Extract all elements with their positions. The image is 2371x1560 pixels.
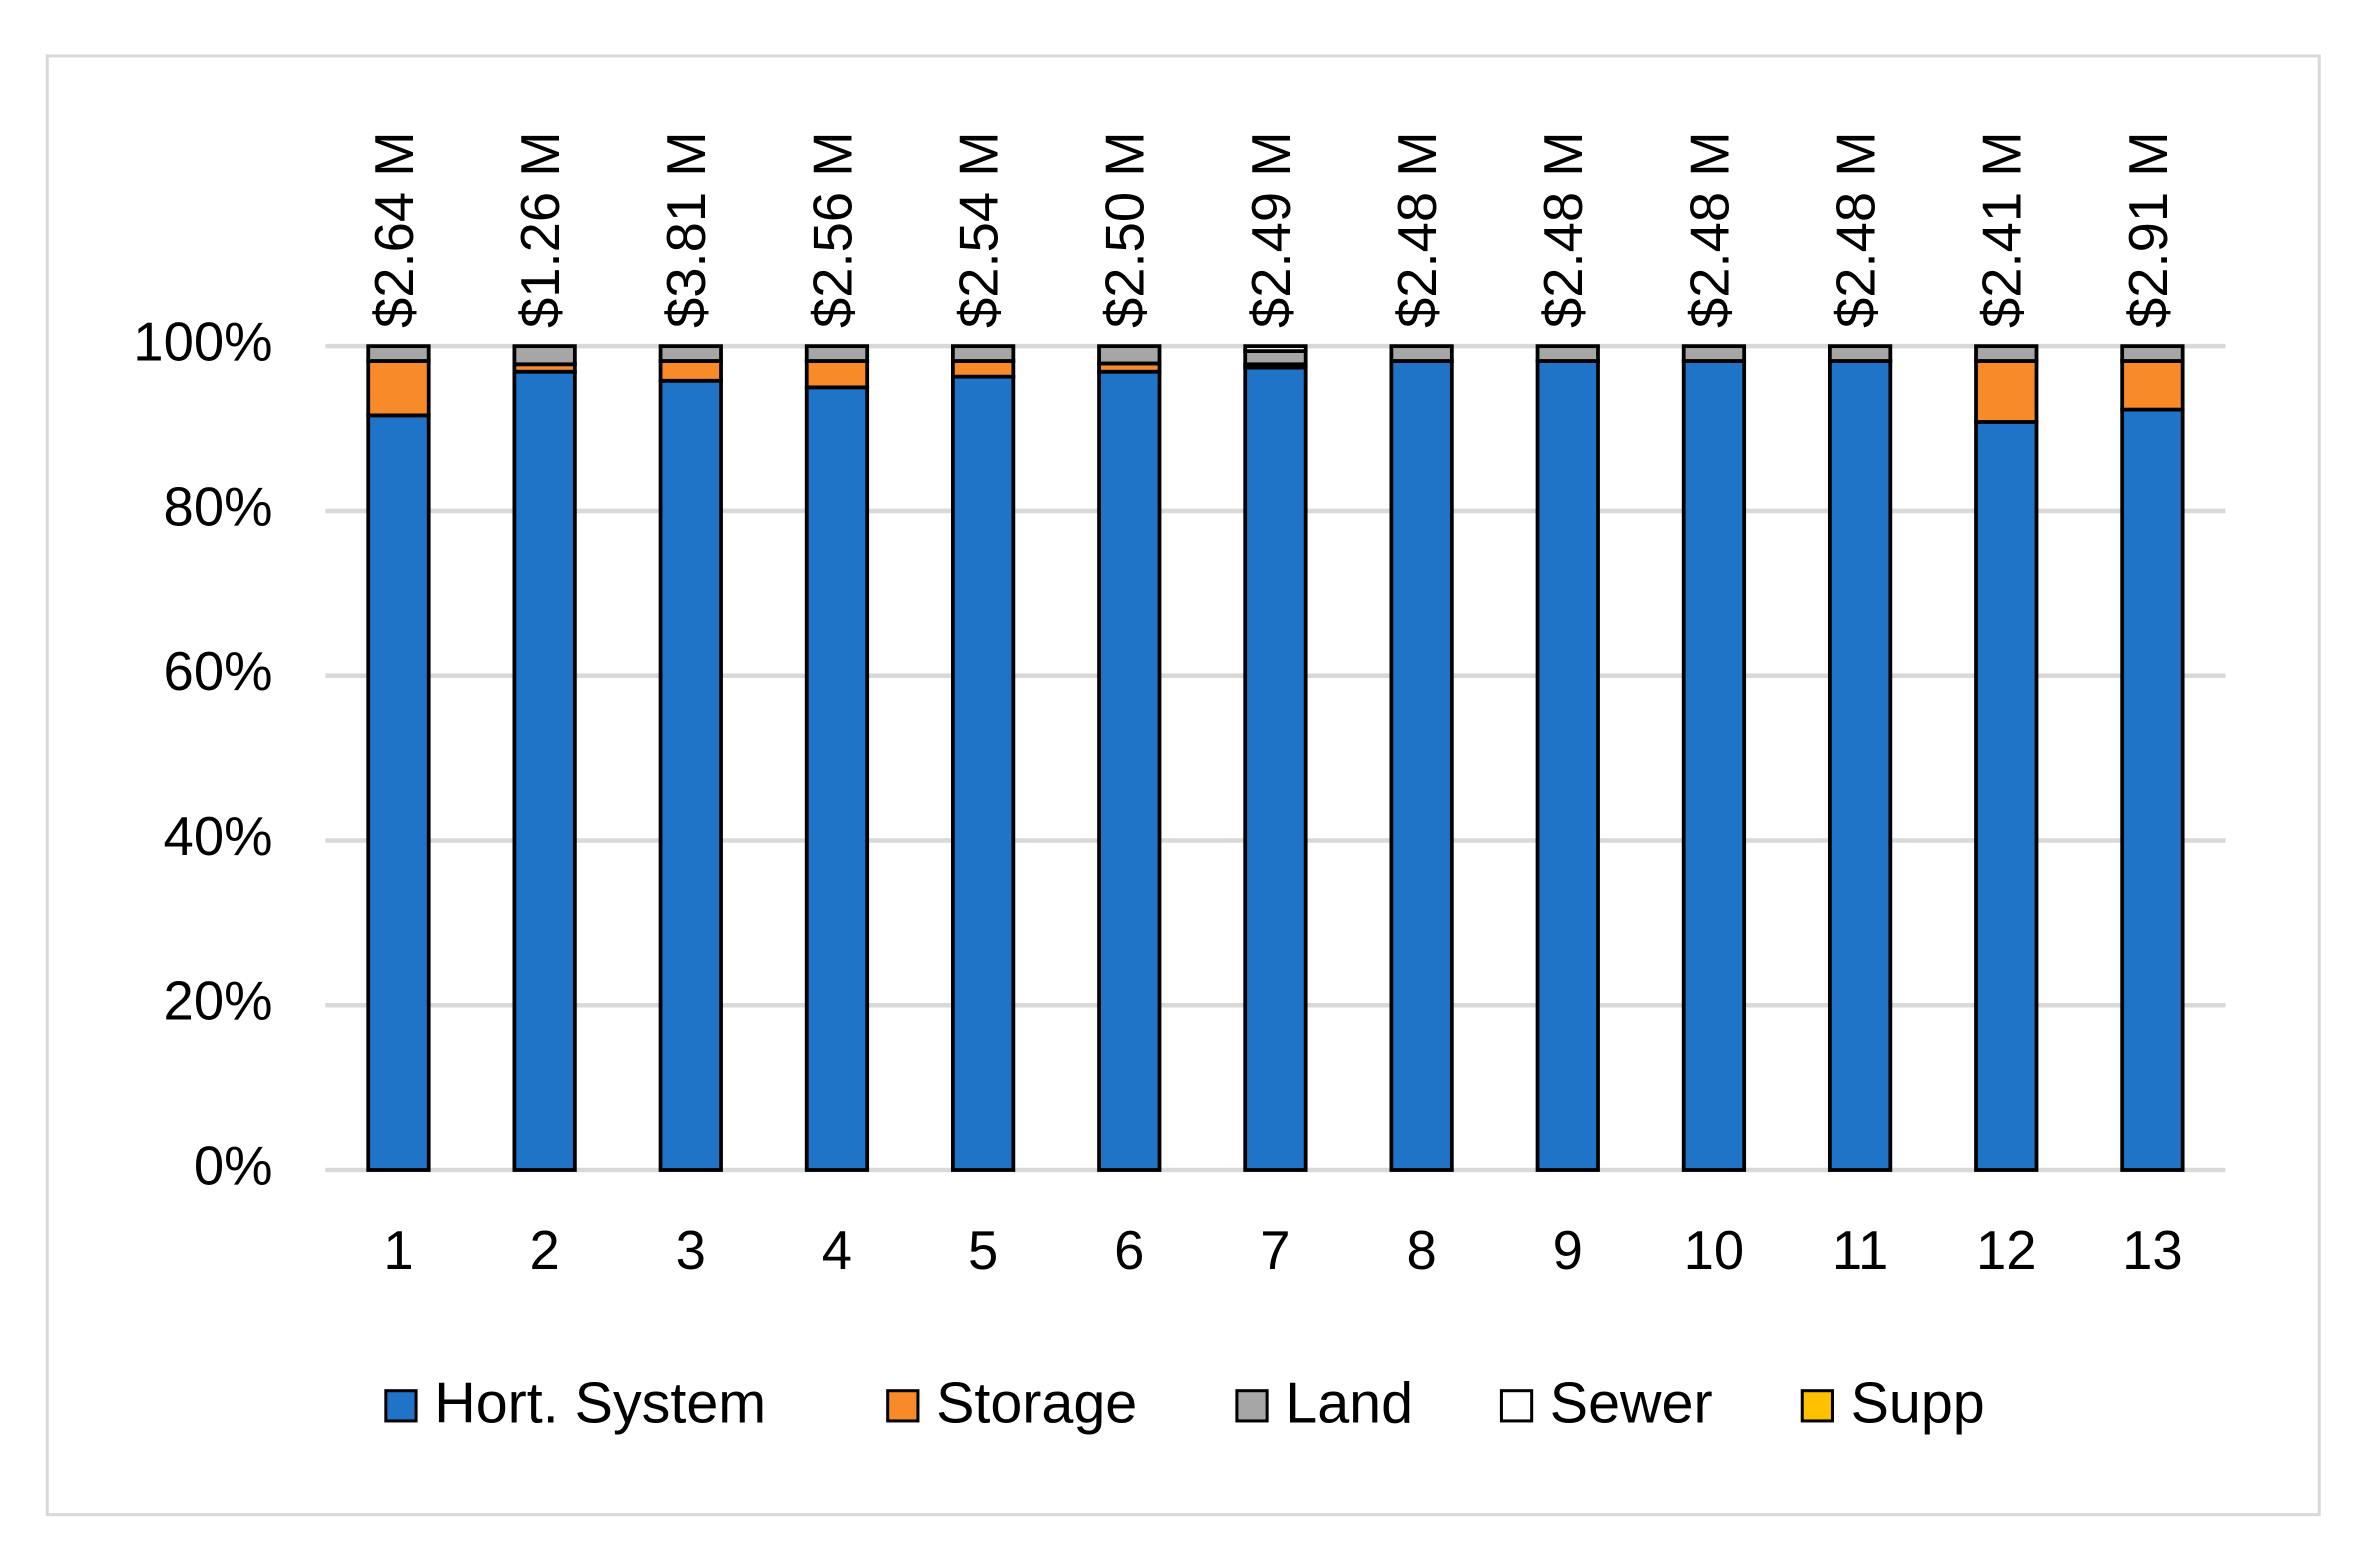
x-tick-label: 7 bbox=[1260, 1220, 1290, 1281]
x-tick-label: 3 bbox=[676, 1220, 706, 1281]
bar-segment bbox=[950, 359, 1016, 379]
total-label: $2.49 M bbox=[1241, 131, 1302, 328]
bar-segment bbox=[1243, 349, 1308, 367]
bar-segment bbox=[1974, 344, 2039, 363]
x-tick-label: 1 bbox=[383, 1220, 413, 1281]
legend-label: Sewer bbox=[1550, 1371, 1713, 1435]
bar-segment bbox=[1389, 359, 1454, 1172]
bar-segment bbox=[2120, 359, 2185, 412]
bar-segment bbox=[1827, 359, 1893, 1172]
bar-segment bbox=[1535, 359, 1600, 1172]
bar-segment bbox=[2120, 407, 2185, 1172]
total-label: $2.56 M bbox=[802, 131, 863, 328]
bar-segment bbox=[366, 413, 431, 1172]
y-tick-label: 20% bbox=[164, 971, 273, 1032]
bar-segment bbox=[1097, 344, 1162, 366]
total-label: $2.48 M bbox=[1825, 131, 1886, 328]
bar-segment bbox=[804, 359, 870, 390]
total-label: $2.48 M bbox=[1533, 131, 1594, 328]
bar-segment bbox=[1974, 359, 2039, 424]
bar-segment bbox=[950, 344, 1016, 363]
bar-segment bbox=[366, 359, 431, 418]
y-tick-label: 60% bbox=[164, 641, 273, 702]
legend-swatch bbox=[1499, 1389, 1534, 1423]
total-label: $2.41 M bbox=[1972, 131, 2033, 328]
bar-segment bbox=[366, 344, 431, 363]
total-label: $2.54 M bbox=[948, 131, 1009, 328]
bar-segment bbox=[1974, 420, 2039, 1172]
bar-segment bbox=[512, 369, 577, 1172]
y-tick-label: 40% bbox=[164, 806, 273, 867]
x-tick-label: 4 bbox=[822, 1220, 852, 1281]
bar-segment bbox=[804, 344, 870, 363]
total-label: $2.50 M bbox=[1095, 131, 1156, 328]
bar-segment bbox=[1389, 344, 1454, 363]
x-tick-label: 2 bbox=[529, 1220, 559, 1281]
bar-segment bbox=[1243, 365, 1308, 1172]
x-tick-label: 12 bbox=[1976, 1220, 2037, 1281]
y-tick-label: 80% bbox=[164, 476, 273, 537]
bar-segment bbox=[512, 344, 577, 367]
x-tick-label: 6 bbox=[1114, 1220, 1144, 1281]
x-tick-label: 11 bbox=[1832, 1220, 1888, 1281]
legend-swatch bbox=[384, 1389, 418, 1423]
bar-segment bbox=[1097, 369, 1162, 1172]
legend-swatch bbox=[886, 1389, 920, 1423]
bar-segment bbox=[658, 344, 723, 363]
bar-segment bbox=[658, 359, 723, 383]
total-label: $2.48 M bbox=[1387, 131, 1448, 328]
bar-segment bbox=[950, 374, 1016, 1172]
legend-label: Storage bbox=[936, 1371, 1137, 1435]
bar-segment bbox=[658, 378, 723, 1172]
legend-swatch bbox=[1800, 1389, 1834, 1423]
bar-segment bbox=[1243, 344, 1308, 353]
total-label: $2.91 M bbox=[2118, 131, 2179, 328]
bar-segment bbox=[1681, 359, 1747, 1172]
bar-segment bbox=[1535, 344, 1600, 363]
total-label: $3.81 M bbox=[656, 131, 717, 328]
y-tick-label: 100% bbox=[133, 312, 272, 373]
bar-segment bbox=[1827, 344, 1893, 363]
y-tick-label: 0% bbox=[194, 1135, 273, 1196]
bar-segment bbox=[804, 385, 870, 1172]
legend-label: Supp bbox=[1851, 1371, 1985, 1435]
x-tick-label: 5 bbox=[968, 1220, 998, 1281]
total-label: $2.64 M bbox=[364, 131, 425, 328]
legend-swatch bbox=[1235, 1389, 1269, 1423]
bar-segment bbox=[2120, 344, 2185, 363]
legend-label: Hort. System bbox=[434, 1371, 766, 1435]
legend-label: Land bbox=[1285, 1371, 1413, 1435]
x-tick-label: 13 bbox=[2122, 1220, 2183, 1281]
x-tick-label: 9 bbox=[1553, 1220, 1583, 1281]
total-label: $1.26 M bbox=[510, 131, 571, 328]
total-label: $2.48 M bbox=[1679, 131, 1740, 328]
bar-segment bbox=[1681, 344, 1747, 363]
x-tick-label: 10 bbox=[1684, 1220, 1745, 1281]
x-tick-label: 8 bbox=[1406, 1220, 1436, 1281]
